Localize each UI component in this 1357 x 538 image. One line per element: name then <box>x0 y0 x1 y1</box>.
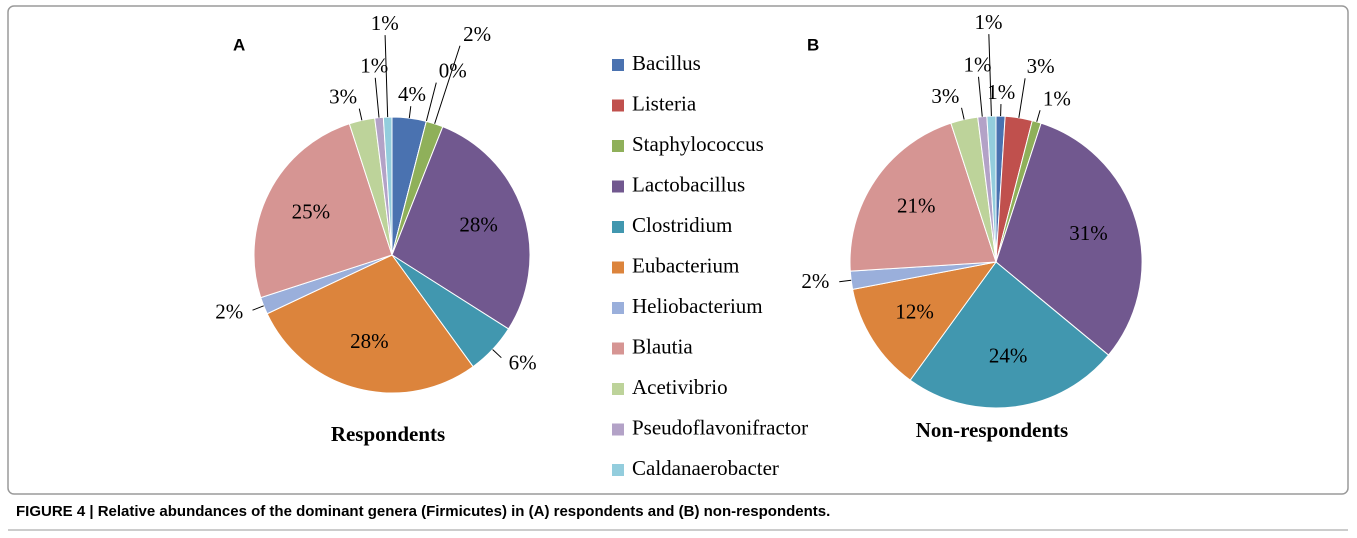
legend-label: Lactobacillus <box>632 172 745 196</box>
data-label: 3% <box>1027 54 1055 78</box>
legend-label: Blautia <box>632 334 693 358</box>
panel-label: A <box>233 35 245 54</box>
pie-slice <box>849 122 997 272</box>
legend-swatch <box>612 180 624 193</box>
legend-swatch <box>612 261 624 274</box>
legend-swatch <box>612 302 624 314</box>
chart-title: Respondents <box>331 422 445 446</box>
legend-label: Bacillus <box>632 51 701 75</box>
leader-line <box>1036 110 1041 122</box>
data-label: 3% <box>931 84 959 108</box>
data-label: 21% <box>897 194 936 218</box>
data-label: 12% <box>895 299 934 323</box>
legend-swatch <box>612 59 624 71</box>
data-label: 25% <box>292 199 331 223</box>
data-label: 3% <box>329 85 357 109</box>
legend-label: Pseudoflavonifractor <box>632 415 808 439</box>
legend-swatch <box>612 99 624 112</box>
legend-label: Staphylococcus <box>632 132 764 156</box>
leader-line <box>988 34 992 117</box>
leader-line <box>977 76 983 117</box>
data-label: 24% <box>989 343 1028 367</box>
leader-line <box>839 279 852 283</box>
chart-title: Non-respondents <box>916 418 1068 442</box>
data-label: 1% <box>1043 86 1071 110</box>
pie-slice <box>266 254 474 394</box>
leader-line <box>492 349 502 359</box>
data-label: 2% <box>463 22 491 46</box>
legend-label: Acetivibrio <box>632 375 728 399</box>
data-label: 2% <box>215 300 243 324</box>
legend-swatch <box>612 383 624 395</box>
legend-swatch <box>612 464 624 476</box>
leader-line <box>434 45 461 124</box>
legend-swatch <box>612 423 624 436</box>
data-label: 1% <box>360 54 388 78</box>
data-label: 2% <box>801 269 829 293</box>
pie-slice <box>391 126 531 330</box>
data-label: 1% <box>987 80 1015 104</box>
legend-label: Eubacterium <box>632 253 739 277</box>
legend-label: Listeria <box>632 91 697 115</box>
leader-line <box>358 108 363 121</box>
pie-slice <box>995 122 1143 356</box>
leader-line <box>1018 78 1026 118</box>
leader-line <box>961 107 965 120</box>
legend-swatch <box>612 140 624 152</box>
data-label: 31% <box>1069 221 1108 245</box>
pie-slice <box>852 261 998 381</box>
leader-line <box>408 106 412 119</box>
pie-slice <box>253 123 393 299</box>
legend-label: Clostridium <box>632 213 732 237</box>
leader-line <box>252 305 264 311</box>
data-label: 6% <box>509 350 537 374</box>
legend-swatch <box>612 342 624 355</box>
leader-line <box>425 82 437 122</box>
legend-swatch <box>612 221 624 233</box>
leader-line <box>384 35 389 118</box>
figure-frame <box>7 5 1349 495</box>
data-label: 28% <box>459 213 498 237</box>
data-label: 1% <box>975 10 1003 34</box>
caption: FIGURE 4 | Relative abundances of the do… <box>16 503 830 520</box>
legend-label: Caldanaerobacter <box>632 456 779 480</box>
data-label: 1% <box>371 11 399 35</box>
legend-label: Heliobacterium <box>632 294 763 318</box>
leader-line <box>374 77 380 118</box>
data-label: 0% <box>439 59 467 83</box>
data-label: 28% <box>350 329 389 353</box>
pie-slice <box>909 261 1110 409</box>
data-label: 1% <box>964 53 992 77</box>
data-label: 4% <box>398 82 426 106</box>
panel-label: B <box>807 35 819 54</box>
